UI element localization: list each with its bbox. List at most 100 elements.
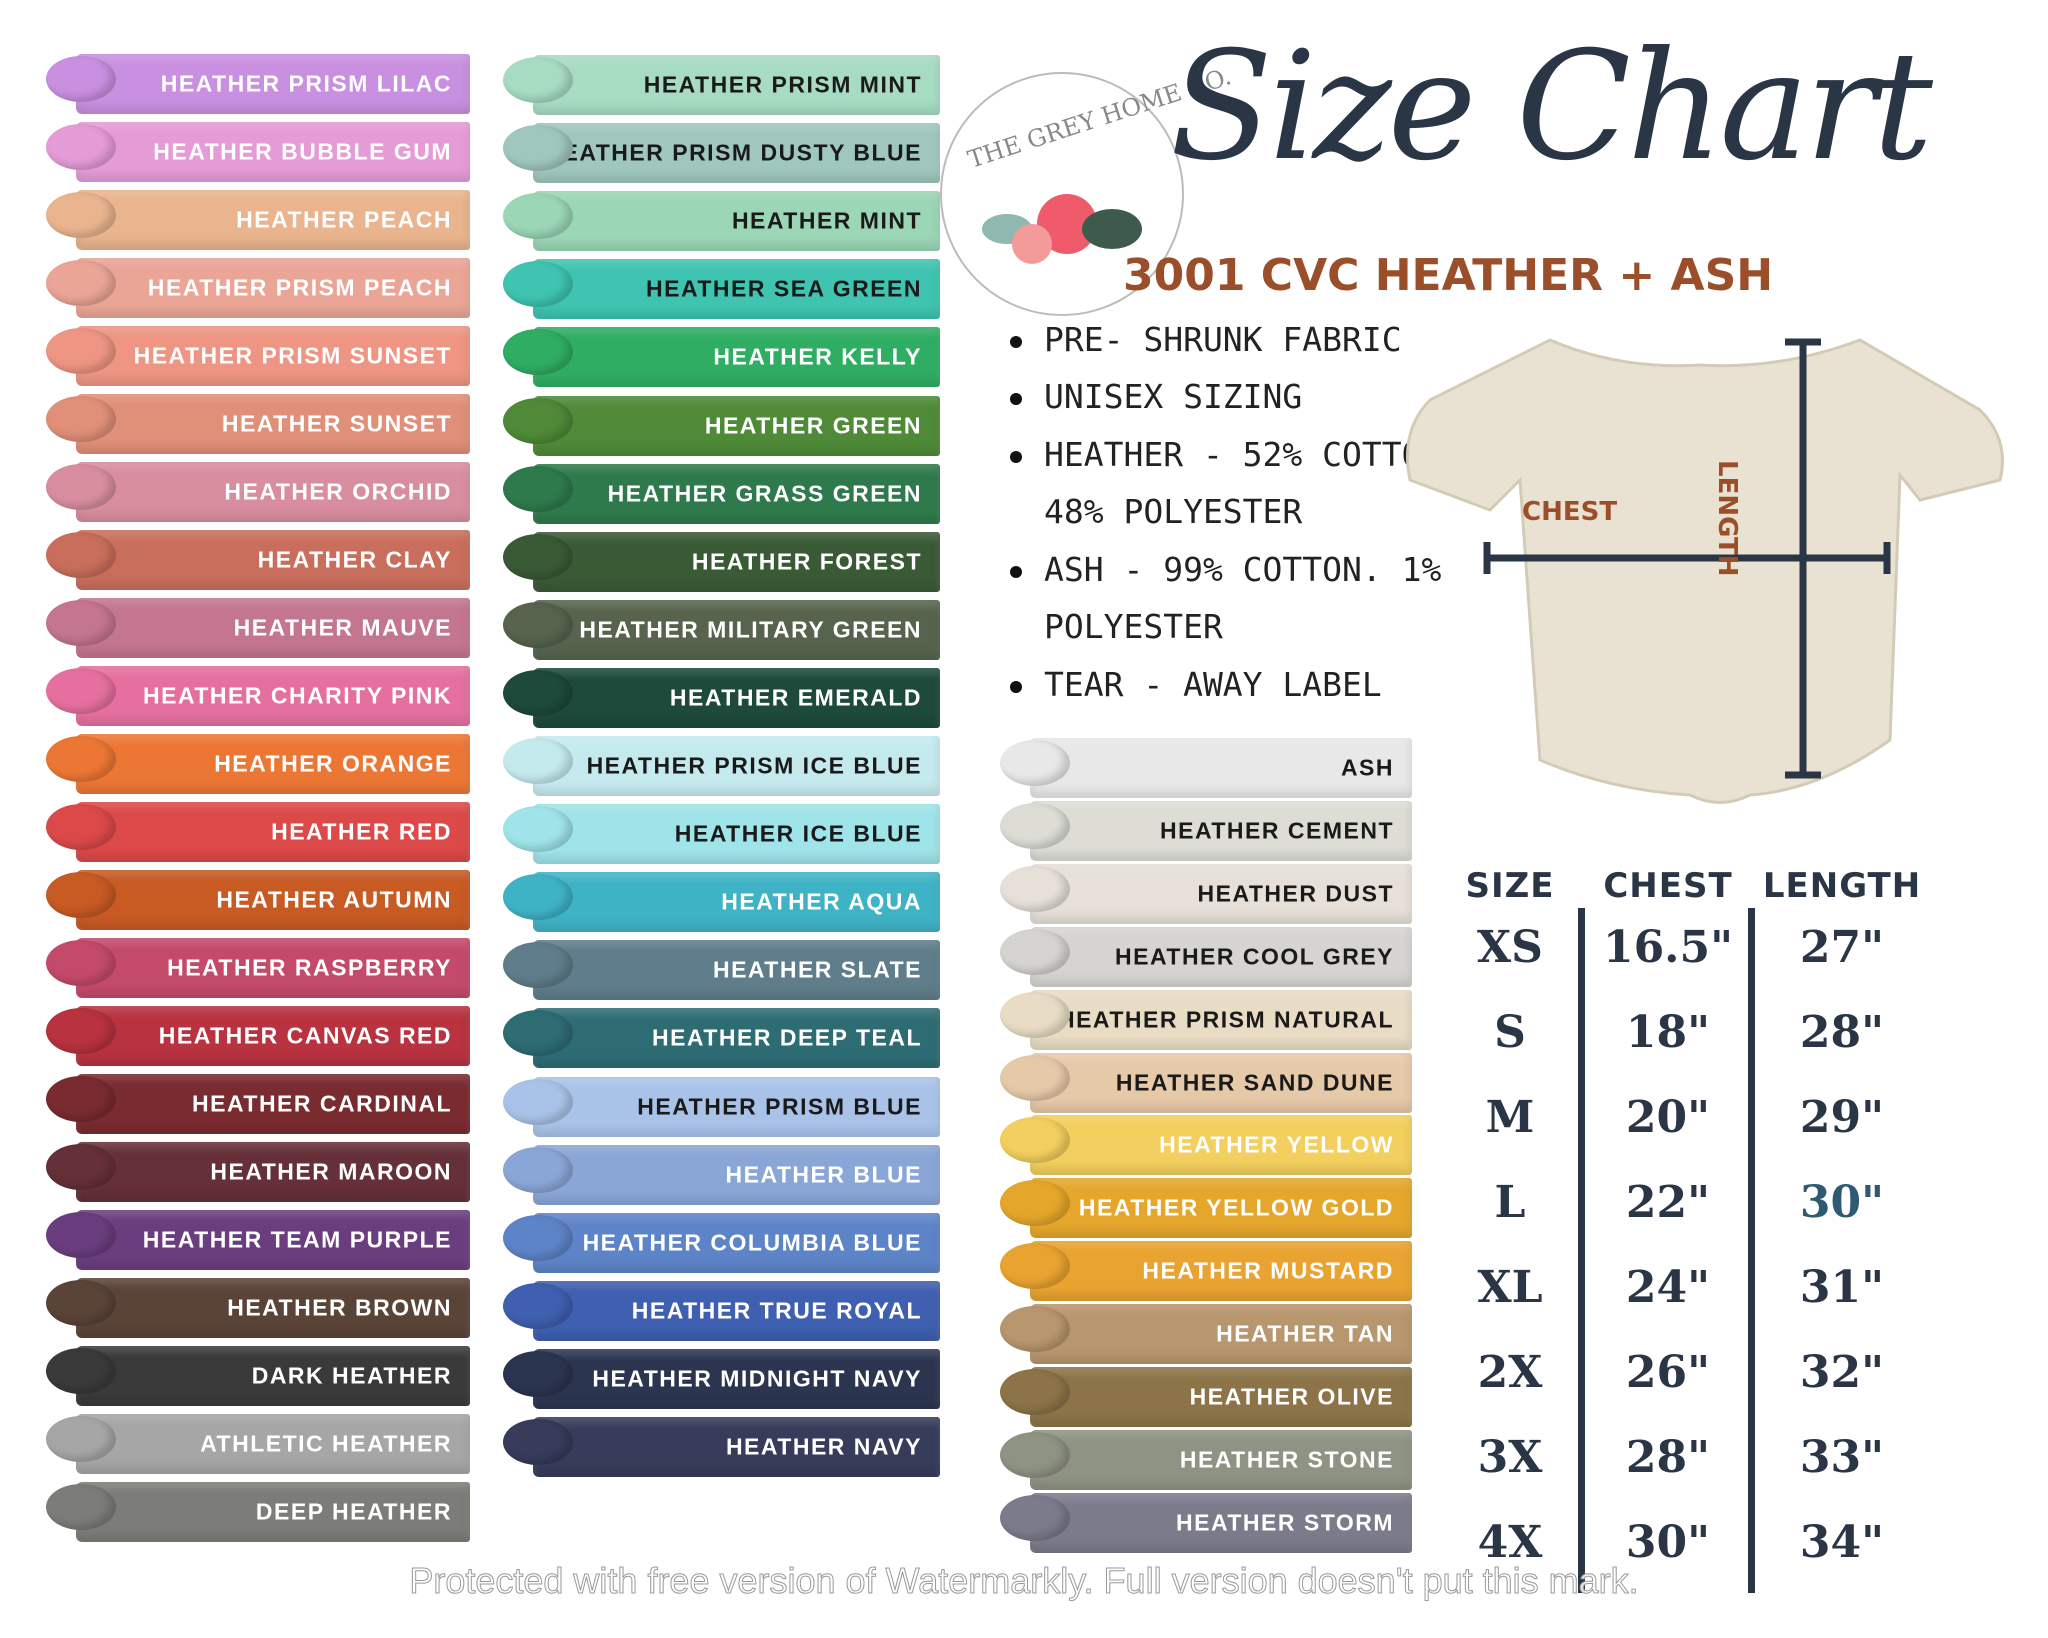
- color-name: HEATHER BUBBLE GUM: [153, 138, 452, 165]
- bullet-icon: [1010, 680, 1022, 693]
- size-cell: S: [1494, 1007, 1526, 1058]
- knot-icon: [1000, 1117, 1070, 1164]
- color-name: HEATHER CEMENT: [1160, 817, 1394, 844]
- color-name: HEATHER EMERALD: [669, 684, 922, 711]
- knot-icon: [46, 668, 116, 714]
- color-swatch: HEATHER MINT: [533, 191, 940, 252]
- color-name: HEATHER CHARITY PINK: [143, 682, 452, 709]
- color-swatch: HEATHER COOL GREY: [1030, 926, 1412, 987]
- knot-icon: [1000, 1243, 1070, 1290]
- knot-icon: [46, 1076, 116, 1122]
- knot-icon: [1000, 928, 1070, 975]
- color-swatch: HEATHER PRISM ICE BLUE: [533, 736, 940, 796]
- knot-icon: [46, 56, 116, 102]
- color-swatch: HEATHER MAROON: [76, 1142, 470, 1202]
- color-swatch: HEATHER BROWN: [76, 1278, 470, 1338]
- color-name: HEATHER SUNSET: [221, 410, 452, 437]
- knot-icon: [503, 738, 573, 784]
- color-swatch: HEATHER SLATE: [533, 940, 940, 1001]
- color-swatch: HEATHER TAN: [1030, 1304, 1412, 1365]
- color-name: HEATHER BROWN: [227, 1294, 452, 1321]
- color-swatch: HEATHER ICE BLUE: [533, 804, 940, 865]
- knot-icon: [1000, 1431, 1070, 1478]
- color-name: HEATHER COLUMBIA BLUE: [582, 1229, 922, 1256]
- color-name: HEATHER PRISM NATURAL: [1057, 1006, 1394, 1033]
- length-cell: 32": [1799, 1347, 1885, 1398]
- product-subtitle: 3001 CVC HEATHER + ASH: [1123, 250, 1774, 301]
- color-name: HEATHER CLAY: [257, 546, 452, 573]
- knot-icon: [46, 328, 116, 374]
- color-name: DEEP HEATHER: [255, 1498, 452, 1525]
- color-name: HEATHER PRISM ICE BLUE: [586, 752, 922, 779]
- knot-icon: [46, 260, 116, 306]
- color-name: HEATHER MINT: [731, 207, 922, 234]
- color-name: HEATHER OLIVE: [1189, 1383, 1394, 1410]
- knot-icon: [503, 397, 573, 444]
- knot-icon: [503, 874, 573, 921]
- feature-item: ASH - 99% COTTON. 1%: [1010, 550, 1441, 589]
- feature-text: ASH - 99% COTTON. 1%: [1044, 550, 1442, 589]
- color-swatch: HEATHER CEMENT: [1030, 800, 1412, 861]
- knot-icon: [1000, 991, 1070, 1038]
- color-swatch: HEATHER SEA GREEN: [533, 259, 940, 320]
- knot-icon: [503, 669, 573, 716]
- color-swatch: HEATHER DUST: [1030, 863, 1412, 924]
- color-swatch: HEATHER TEAM PURPLE: [76, 1210, 470, 1270]
- color-name: HEATHER SLATE: [712, 956, 922, 983]
- chest-cell: 22": [1625, 1177, 1711, 1228]
- color-swatch: HEATHER DEEP TEAL: [533, 1008, 940, 1069]
- chest-cell: 28": [1625, 1432, 1711, 1483]
- knot-icon: [503, 1419, 573, 1465]
- color-swatch: HEATHER PRISM PEACH: [76, 258, 470, 318]
- knot-icon: [503, 601, 573, 648]
- knot-icon: [46, 1144, 116, 1190]
- header-size: SIZE: [1465, 866, 1555, 906]
- color-swatch: HEATHER STORM: [1030, 1492, 1412, 1553]
- knot-icon: [46, 532, 116, 578]
- chest-cell: 18": [1625, 1007, 1711, 1058]
- feature-text: PRE- SHRUNK FABRIC: [1044, 320, 1402, 359]
- feature-item: UNISEX SIZING: [1010, 377, 1302, 416]
- color-name: HEATHER STONE: [1179, 1446, 1394, 1473]
- color-swatch: HEATHER YELLOW: [1030, 1115, 1412, 1176]
- color-name: HEATHER PRISM BLUE: [637, 1093, 922, 1119]
- color-swatch: HEATHER MIDNIGHT NAVY: [533, 1348, 940, 1409]
- color-name: HEATHER RED: [271, 818, 452, 845]
- feature-item: 48% POLYESTER: [1010, 492, 1302, 531]
- knot-icon: [503, 1282, 573, 1329]
- color-swatch: HEATHER BUBBLE GUM: [76, 122, 470, 182]
- color-swatch: HEATHER SUNSET: [76, 394, 470, 454]
- color-swatch: HEATHER SAND DUNE: [1030, 1052, 1412, 1113]
- color-name: HEATHER YELLOW GOLD: [1078, 1194, 1394, 1221]
- knot-icon: [46, 396, 116, 442]
- column-divider: [1748, 908, 1755, 1593]
- knot-icon: [503, 1214, 573, 1261]
- color-name: HEATHER MAROON: [210, 1158, 452, 1185]
- color-swatch: ATHLETIC HEATHER: [76, 1414, 470, 1474]
- bullet-icon: [1010, 565, 1022, 578]
- color-name: HEATHER KELLY: [713, 343, 922, 370]
- size-cell: M: [1485, 1092, 1535, 1143]
- knot-icon: [1000, 1494, 1070, 1541]
- color-name: HEATHER PRISM LILAC: [160, 70, 452, 97]
- feature-item: TEAR - AWAY LABEL: [1010, 665, 1382, 704]
- color-swatch: HEATHER PRISM DUSTY BLUE: [533, 123, 940, 184]
- knot-icon: [46, 600, 116, 646]
- chest-cell: 16.5": [1602, 922, 1734, 973]
- color-name: HEATHER DEEP TEAL: [651, 1024, 922, 1051]
- color-name: HEATHER GRASS GREEN: [607, 480, 922, 507]
- color-swatch: HEATHER GREEN: [533, 395, 940, 456]
- knot-icon: [1000, 1180, 1070, 1227]
- knot-icon: [46, 124, 116, 170]
- knot-icon: [46, 464, 116, 510]
- page-title: Size Chart: [1170, 20, 1933, 194]
- knot-icon: [1000, 1306, 1070, 1353]
- color-swatch: HEATHER PRISM BLUE: [533, 1076, 940, 1137]
- knot-icon: [46, 1280, 116, 1326]
- length-cell: 31": [1799, 1262, 1885, 1313]
- color-swatch: HEATHER PRISM MINT: [533, 55, 940, 115]
- feature-text: 48% POLYESTER: [1044, 492, 1303, 531]
- size-cell: 2X: [1477, 1347, 1543, 1398]
- color-swatch: HEATHER TRUE ROYAL: [533, 1280, 940, 1341]
